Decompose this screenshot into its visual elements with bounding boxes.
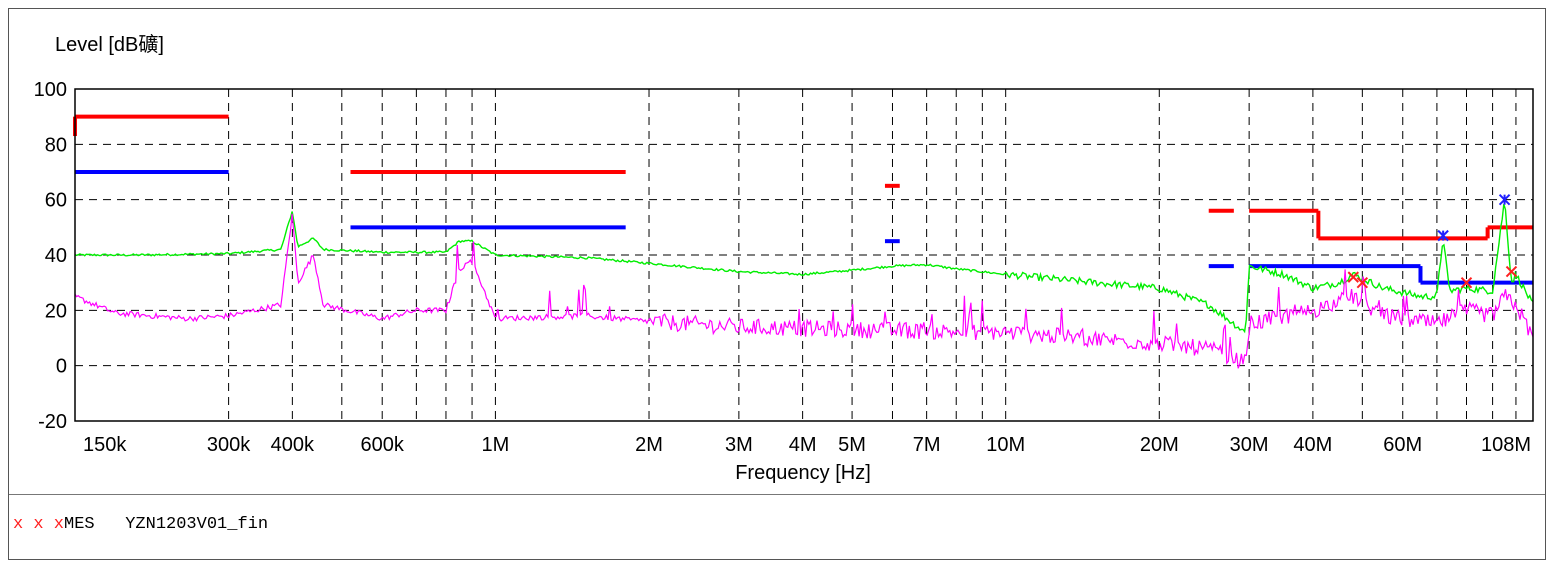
limit-lines (73, 114, 1533, 285)
legend-marker-symbols: x x x (13, 515, 65, 534)
marker-stroke (1356, 276, 1369, 289)
y-tick-label: 100 (34, 79, 67, 101)
x-tick-label: 2M (635, 434, 663, 456)
average-trace (74, 213, 1534, 369)
chart-frame: Level [dB礦] Frequency [Hz] 100 80 60 40 20 0 -… (8, 8, 1546, 560)
x-tick-label: 40M (1293, 434, 1332, 456)
x-tick-label: 1M (482, 434, 510, 456)
marker-stroke (1460, 276, 1473, 289)
marker (1356, 276, 1369, 289)
y-tick-label: 60 (45, 190, 67, 212)
x-tick-label: 3M (725, 434, 753, 456)
x-tick-label: 600k (361, 434, 405, 456)
y-tick-label: 40 (45, 245, 67, 267)
x-tick-label: 30M (1230, 434, 1269, 456)
marker (1437, 229, 1449, 242)
x-tick-label: 150k (83, 434, 127, 456)
legend: x x xMES YZN1203V01_fin (13, 515, 268, 534)
plot-border (74, 88, 1534, 422)
x-tick-label: 108M (1481, 434, 1531, 456)
y-tick-label: 20 (45, 300, 67, 322)
y-axis-title: Level [dB礦] (55, 33, 164, 56)
peak-trace (74, 203, 1534, 334)
measurement-traces (74, 203, 1534, 369)
marker (1460, 276, 1473, 289)
x-tick-label: 5M (838, 434, 866, 456)
legend-divider (9, 494, 1545, 495)
x-axis-title: Frequency [Hz] (735, 462, 871, 484)
marker-stroke (1347, 271, 1360, 283)
marker (1498, 193, 1511, 206)
marker-stroke (1505, 265, 1518, 278)
emi-chart: Level [dB礦] Frequency [Hz] 100 80 60 40 20 0 -… (34, 33, 1534, 484)
marker (1347, 271, 1360, 283)
grid (74, 88, 1534, 422)
x-tick-label: 10M (986, 434, 1025, 456)
x-tick-label: 60M (1383, 434, 1422, 456)
legend-label: MES YZN1203V01_fin (64, 515, 269, 534)
x-tick-label: 20M (1140, 434, 1179, 456)
tick-labels: 100 80 60 40 20 0 -20 150k 300k 400k 600k 1M 2M 3M 4M 5… (34, 79, 1531, 456)
measurement-markers (1347, 193, 1518, 289)
marker (1505, 265, 1518, 278)
x-tick-label: 4M (789, 434, 817, 456)
x-tick-label: 300k (207, 434, 251, 456)
y-tick-label: 0 (56, 356, 67, 378)
x-tick-label: 7M (913, 434, 941, 456)
x-tick-label: 400k (271, 434, 315, 456)
y-tick-label: 80 (45, 134, 67, 156)
y-tick-label: -20 (38, 411, 67, 433)
